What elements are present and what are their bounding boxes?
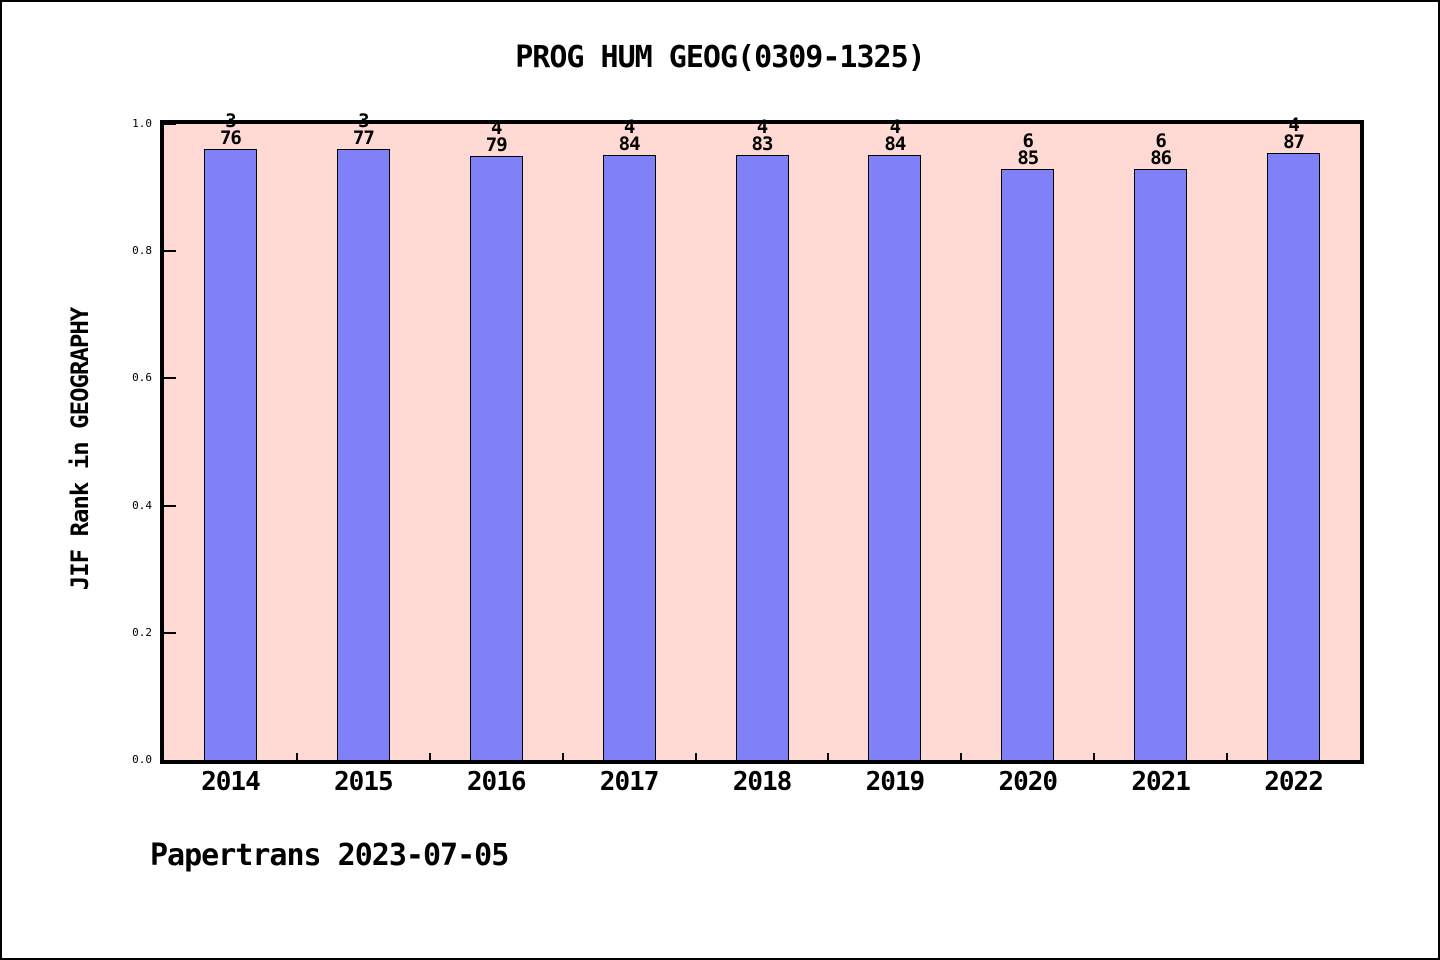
bar-total-value: 76 <box>219 126 242 149</box>
chart-title: PROG HUM GEOG(0309-1325) <box>515 40 925 75</box>
bar-value-label: 3 77 <box>323 109 403 149</box>
x-minor-tick <box>827 753 830 760</box>
bar-value-label: 4 84 <box>589 115 669 155</box>
bar-rank-value: 4 <box>623 115 635 138</box>
x-minor-tick <box>428 753 431 760</box>
y-tick-mark <box>164 377 176 380</box>
bar-value-label: 3 76 <box>190 109 270 149</box>
y-tick-mark <box>164 631 176 634</box>
bar-value-label: 4 79 <box>456 117 536 157</box>
bar-rank-value: 3 <box>225 109 236 132</box>
bar-total-value: 86 <box>1150 146 1172 169</box>
x-tick-label: 2015 <box>334 767 394 797</box>
x-tick-label: 2014 <box>201 767 261 797</box>
y-tick-mark <box>164 250 176 253</box>
x-tick-label: 2021 <box>1131 767 1191 797</box>
bar-value-label: 4 83 <box>722 115 802 155</box>
bar-2017 <box>602 154 656 760</box>
bar-total-value: 83 <box>751 132 774 155</box>
plot-area: 0.0 0.2 0.4 0.6 0.8 1.0 3 76 2014 3 77 2015 4 79 2016 4… <box>132 111 1364 797</box>
bar-rank-value: 4 <box>490 117 502 140</box>
bar-rank-value: 4 <box>889 115 901 138</box>
y-tick-mark <box>164 504 176 507</box>
bar-rank-value: 4 <box>1288 114 1299 137</box>
y-tick-mark <box>164 123 176 125</box>
y-tick-label: 0.8 <box>132 244 152 258</box>
x-minor-tick <box>1226 753 1229 760</box>
x-minor-tick <box>960 753 963 760</box>
bar-total-value: 77 <box>352 126 375 149</box>
y-tick-label: 0.0 <box>132 753 152 766</box>
x-minor-tick <box>561 753 564 760</box>
bar-2015 <box>336 148 390 760</box>
y-axis-label: JIF Rank in GEOGRAPHY <box>66 307 94 591</box>
bar-value-label: 4 84 <box>855 115 935 155</box>
x-tick-label: 2018 <box>732 767 793 797</box>
bar-2020 <box>1001 169 1055 760</box>
bar-value-label: 4 87 <box>1254 114 1334 154</box>
bar-2016 <box>469 156 523 760</box>
x-tick-label: 2019 <box>865 767 926 797</box>
y-tick-label: 0.6 <box>132 371 152 385</box>
bar-value-label: 6 85 <box>988 130 1068 170</box>
bar-rank-value: 4 <box>756 115 768 138</box>
x-tick-label: 2016 <box>466 767 527 797</box>
bar-total-value: 79 <box>485 134 508 157</box>
bar-rank-value: 6 <box>1155 129 1166 152</box>
bar-total-value: 85 <box>1017 147 1039 170</box>
bar-2019 <box>868 154 922 760</box>
x-tick-label: 2020 <box>998 767 1058 797</box>
bar-2014 <box>203 148 257 760</box>
bar-2022 <box>1267 153 1321 760</box>
bar-total-value: 87 <box>1283 131 1305 154</box>
bar-2021 <box>1134 168 1188 760</box>
y-tick-label: 0.4 <box>132 498 152 512</box>
x-minor-tick <box>694 753 697 760</box>
y-tick-label: 0.2 <box>132 625 152 639</box>
bar-2018 <box>735 154 789 760</box>
bar-total-value: 84 <box>884 132 906 155</box>
x-minor-tick <box>1093 753 1096 760</box>
y-tick-label: 1.0 <box>132 117 152 130</box>
footer-watermark: Papertrans 2023-07-05 <box>150 838 509 873</box>
x-minor-tick <box>295 753 298 760</box>
x-tick-label: 2022 <box>1264 767 1324 797</box>
bar-value-label: 6 86 <box>1121 129 1201 169</box>
bar-rank-value: 6 <box>1022 130 1034 153</box>
x-tick-label: 2017 <box>599 767 660 797</box>
bar-total-value: 84 <box>618 132 641 155</box>
bar-rank-value: 3 <box>358 109 369 132</box>
